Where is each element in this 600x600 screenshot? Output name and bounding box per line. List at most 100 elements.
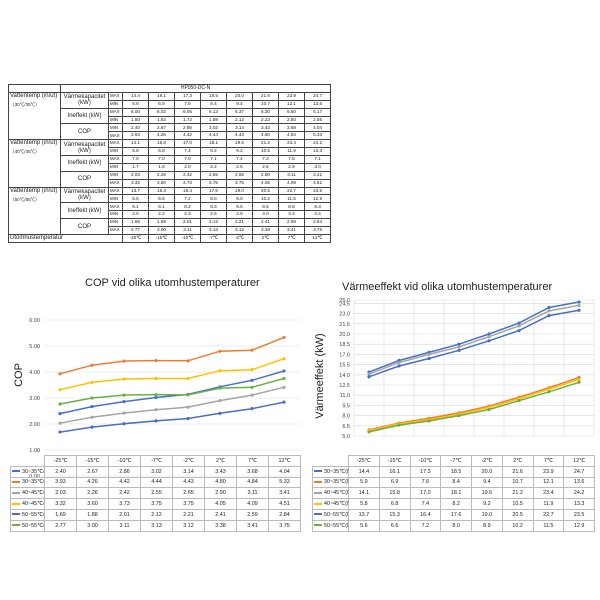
data-label: 3.38 [204, 519, 237, 532]
data-label: 2.01 [108, 508, 141, 521]
legend-swatch [12, 470, 20, 473]
data-label: 4.44 [140, 476, 173, 489]
data-point [154, 395, 158, 400]
spec-cell: 3.41 [303, 170, 332, 180]
data-point [58, 388, 62, 392]
legend-row: 50~55℃(Max)13.715.316.417.619.020.522.72… [312, 508, 595, 521]
spec-minmax: MIN [108, 194, 123, 204]
data-label: 20.0 [471, 465, 503, 478]
legend-entry: 30~35℃(Max) [312, 465, 349, 478]
spec-table: HP050-DC-N Vattentemp (in/ut) （30℃/35℃） Vär… [8, 84, 332, 243]
data-label: 3.02 [140, 465, 173, 478]
spec-cell: 17.0 [174, 139, 201, 149]
data-label: 6.6 [378, 519, 411, 532]
spec-cell: 2.9 [278, 162, 305, 172]
spec-cell: 15.8 [148, 139, 175, 149]
spec-cell: 14.1 [122, 139, 149, 149]
legend-label: 40~45℃(Min) [324, 501, 348, 508]
legend-label: 50~55℃(Max) [324, 511, 348, 518]
spec-cell: 17.6 [200, 186, 227, 196]
data-label: 2.86 [108, 465, 141, 478]
legend-row: 40~45℃(Min)2.032.262.422.552.652.903.113… [10, 487, 301, 500]
spec-cell: 4.43 [226, 131, 253, 141]
data-label: 20.5 [501, 508, 534, 521]
spec-cell: 2.12 [226, 115, 253, 125]
spec-cell: 3.75 [303, 226, 332, 235]
spec-cell: 2.84 [303, 218, 332, 228]
table-corner [10, 455, 45, 467]
data-label: 6.8 [378, 498, 411, 510]
spec-cell: 12.1 [278, 99, 305, 109]
series-line [59, 336, 285, 375]
spec-row: Vattentemp (in/ut) （40℃/45℃） Värmekapacite… [8, 139, 332, 188]
spec-cell: 5.8 [122, 147, 149, 157]
data-label: 23.5 [563, 508, 595, 521]
legend-row: 30~35℃(Min)2.402.672.863.023.143.433.684… [10, 465, 301, 478]
data-label: 11.9 [532, 498, 565, 510]
spec-cell: 5.6 [122, 194, 149, 204]
data-point [58, 412, 62, 416]
y-tick-label: 2.00 [29, 422, 40, 428]
legend-swatch [12, 502, 20, 505]
spec-cell: 24.7 [303, 91, 332, 101]
x-tick-label: 7℃ [236, 455, 269, 467]
spec-cell: 2.41 [252, 218, 279, 228]
spec-footer-label: Utomhustemperatur [8, 233, 123, 243]
spec-cell: 8.8 [278, 202, 305, 212]
legend-entry: 40~45℃(Max) [312, 487, 349, 500]
spec-minmax: MAX [108, 107, 123, 117]
data-label: 2.12 [140, 508, 173, 521]
data-label: 4.84 [236, 476, 269, 489]
spec-cell: 9.2 [226, 147, 253, 157]
data-point [250, 348, 254, 352]
spec-cell: 8.1 [148, 202, 175, 212]
data-label: 8.0 [440, 519, 472, 532]
series-line [59, 377, 285, 405]
spec-cell: 8.3 [200, 202, 227, 212]
data-label: 2.90 [204, 487, 237, 500]
spec-cell: 3.4 [278, 210, 305, 220]
legend-entry: 30~35℃(Max) [10, 476, 45, 489]
data-point [186, 416, 190, 421]
data-point [282, 376, 286, 381]
data-label: 13.3 [563, 498, 595, 510]
series-line [368, 301, 580, 373]
data-label: 3.14 [172, 465, 205, 478]
data-label: 19.6 [471, 487, 503, 500]
data-label: 3.75 [172, 498, 205, 510]
x-tick-label: -15℃ [378, 455, 411, 467]
series-line [59, 401, 285, 433]
data-label: 6.9 [378, 476, 411, 489]
data-label: 3.11 [236, 487, 269, 500]
data-label: 14.1 [348, 487, 380, 500]
spec-cell: 1.8 [148, 162, 175, 172]
data-label: 9.4 [471, 476, 503, 489]
data-label: 3.13 [140, 519, 173, 532]
spec-cell: 6.17 [303, 107, 332, 117]
data-point [90, 363, 94, 367]
data-label: 4.04 [268, 465, 301, 478]
legend-row: 30~35℃(Max)3.934.264.424.444.434.804.845… [10, 476, 301, 489]
spec-cell: 6.9 [148, 99, 175, 109]
data-label: 8.2 [440, 498, 472, 510]
spec-cell: 7.0 [174, 155, 201, 164]
data-point [58, 421, 62, 425]
x-tick-label: -25℃ [348, 455, 380, 467]
spec-cell: 16.1 [148, 91, 175, 101]
y-tick-label: 5.00 [29, 344, 40, 350]
spec-cell: 7.5 [278, 155, 305, 164]
spec-corner [8, 84, 61, 93]
data-label: 10.7 [501, 476, 534, 489]
y-tick-label: 9.5 [342, 403, 350, 409]
spec-minmax: MIN [108, 162, 123, 172]
data-point [186, 359, 190, 363]
spec-cell: 8.3 [303, 202, 332, 212]
data-label: 24.2 [563, 487, 595, 500]
legend-label: 30~35℃(Min) [324, 479, 348, 486]
data-label: 2.59 [236, 508, 269, 521]
spec-row: Ineffekt (kW) MAX 7.0 7.0 7.0 7.1 7.4 7.3 7.5 7.1 [9, 155, 332, 172]
data-point [367, 375, 371, 379]
data-point [487, 332, 491, 336]
spec-cell: 1.72 [174, 115, 201, 125]
spec-cell: 6.05 [174, 107, 201, 117]
